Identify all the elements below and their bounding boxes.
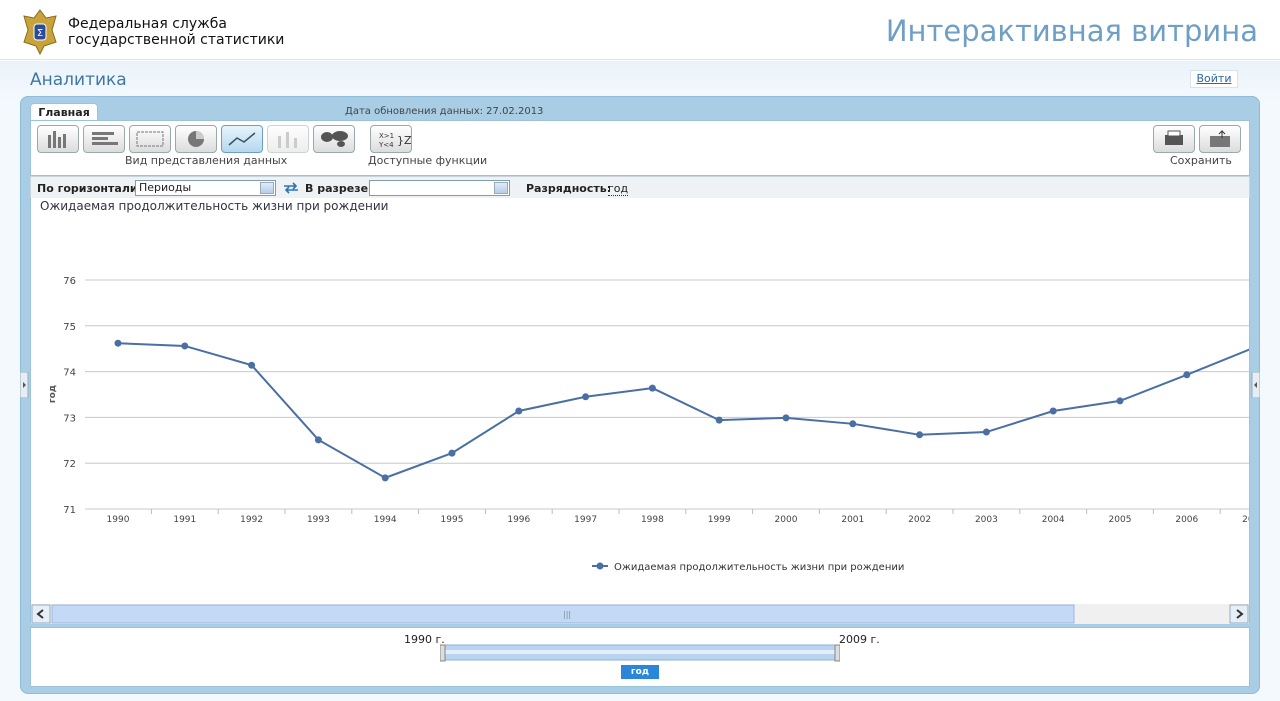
- pie-view-button[interactable]: [175, 125, 217, 153]
- data-point: [1183, 371, 1191, 379]
- digit-value[interactable]: год: [608, 182, 629, 196]
- tab[interactable]: Главная: [30, 103, 98, 121]
- site-title: Интерактивная витрина: [885, 14, 1258, 48]
- chart: Ожидаемая продолжительность жизни при ро…: [40, 199, 1250, 573]
- x-tick-label: 1992: [240, 515, 263, 525]
- svg-text:|||: |||: [563, 610, 571, 619]
- slice-select[interactable]: [369, 180, 510, 196]
- toolbar-label: Доступные функции: [368, 154, 488, 167]
- x-tick-label: 1994: [374, 515, 397, 525]
- toolbar-label: Вид представления данных: [125, 154, 288, 167]
- svg-text:Y<4: Y<4: [378, 141, 394, 149]
- x-tick-label: 2001: [841, 515, 864, 525]
- data-point: [448, 449, 456, 457]
- scrollbar[interactable]: |||: [31, 604, 1249, 624]
- section-title: Аналитика: [30, 70, 127, 90]
- data-point: [582, 393, 590, 401]
- export-button[interactable]: [1199, 125, 1241, 153]
- legend-entry: Ожидаемая продолжительность жизни при ро…: [614, 562, 904, 573]
- data-point: [114, 339, 122, 347]
- x-tick-label: 1999: [708, 515, 731, 525]
- x-tick-label: 2003: [975, 515, 998, 525]
- data-point: [648, 384, 656, 392]
- x-tick-label: 1996: [507, 515, 530, 525]
- x-tick-label: 1998: [641, 515, 664, 525]
- data-point: [248, 361, 256, 369]
- chart-area: [30, 198, 1250, 624]
- filter-label: Разрядность:: [526, 182, 612, 195]
- line-view-button[interactable]: [221, 125, 263, 153]
- y-tick-label: 72: [63, 459, 76, 470]
- x-tick-label: 2006: [1175, 515, 1198, 525]
- login-link[interactable]: Войти: [1190, 70, 1238, 88]
- y-axis-label: год: [48, 385, 58, 403]
- bar-view-button[interactable]: [37, 125, 79, 153]
- table-view-button[interactable]: [129, 125, 171, 153]
- data-point: [916, 431, 924, 439]
- org-line: государственной статистики: [68, 32, 285, 48]
- data-point: [715, 416, 723, 424]
- data-point: [515, 407, 523, 415]
- filters-bar: По горизонтали: Периоды В разрезе: Разря…: [30, 176, 1250, 200]
- svg-text:Σ: Σ: [37, 28, 43, 39]
- logo: Σ: [23, 9, 57, 56]
- org-line: Федеральная служба: [68, 16, 227, 32]
- x-tick-label: 2002: [908, 515, 931, 525]
- collapse-left[interactable]: [20, 372, 29, 398]
- range-unit[interactable]: год: [621, 665, 659, 679]
- x-tick-label: 1993: [307, 515, 330, 525]
- data-point: [782, 414, 790, 422]
- x-tick-label: 1995: [441, 515, 464, 525]
- data-point: [381, 474, 389, 482]
- y-tick-label: 74: [63, 368, 76, 379]
- y-tick-label: 71: [63, 505, 76, 516]
- x-tick-label: 1991: [173, 515, 196, 525]
- select-value: Периоды: [139, 181, 192, 194]
- collapse-right[interactable]: [1251, 372, 1260, 398]
- data-point: [181, 342, 189, 350]
- data-point: [1049, 407, 1057, 415]
- chart-title: Ожидаемая продолжительность жизни при ро…: [40, 199, 388, 213]
- combo-view-button: [267, 125, 309, 153]
- update-date: Дата обновления данных: 27.02.2013: [345, 106, 544, 117]
- y-tick-label: 75: [63, 322, 76, 333]
- filter-label: По горизонтали:: [37, 182, 142, 195]
- data-point: [982, 428, 990, 436]
- functions-button[interactable]: X>1 Y<4}Z: [370, 125, 412, 153]
- legend-marker: [596, 562, 604, 570]
- range-end: 2009 г.: [839, 633, 880, 646]
- map-view-button[interactable]: [313, 125, 355, 153]
- y-tick-label: 73: [63, 413, 76, 424]
- x-tick-label: 2000: [775, 515, 798, 525]
- print-button[interactable]: [1153, 125, 1195, 153]
- svg-text:}Z: }Z: [397, 134, 411, 147]
- hbar-view-button[interactable]: [83, 125, 125, 153]
- header: Σ Федеральная служба государственной ста…: [0, 0, 1280, 60]
- range-slider[interactable]: [440, 644, 840, 662]
- x-tick-label: 1990: [107, 515, 130, 525]
- x-tick-label: 1997: [574, 515, 597, 525]
- swap-icon[interactable]: [283, 182, 299, 194]
- filter-label: В разрезе:: [305, 182, 373, 195]
- data-point: [314, 436, 322, 444]
- org-name: Федеральная служба государственной стати…: [68, 16, 284, 48]
- y-tick-label: 76: [63, 276, 76, 287]
- data-point: [849, 420, 857, 428]
- series-line: [117, 342, 1249, 479]
- range-start: 1990 г.: [404, 633, 445, 646]
- x-tick-label: 2005: [1109, 515, 1132, 525]
- svg-text:X>1: X>1: [379, 132, 394, 140]
- toolbar-label: Сохранить: [1170, 154, 1232, 167]
- data-point: [1116, 397, 1124, 405]
- x-tick-label: 2007: [1242, 515, 1250, 525]
- horizontal-select[interactable]: Периоды: [135, 180, 276, 196]
- x-tick-label: 2004: [1042, 515, 1065, 525]
